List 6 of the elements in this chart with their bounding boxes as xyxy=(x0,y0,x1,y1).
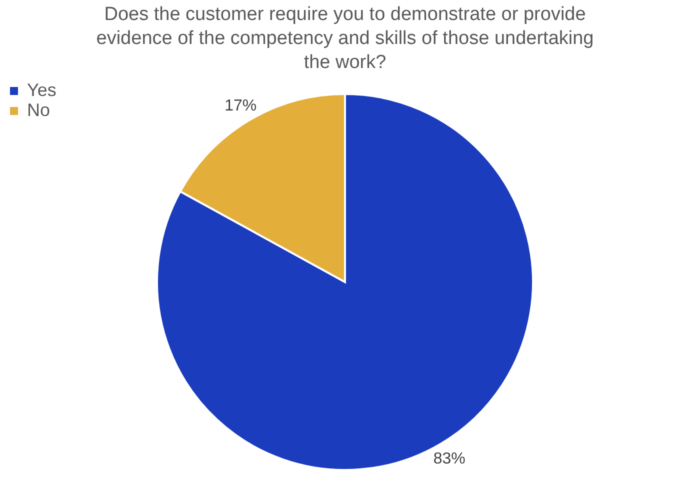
chart-title: Does the customer require you to demonstrate or provide evidence of the competency and skills of those undertaking the work? xyxy=(96,4,594,73)
data-label: 83% xyxy=(433,450,466,468)
legend-label: Yes xyxy=(27,80,56,100)
data-label: 17% xyxy=(224,98,257,115)
legend-label: No xyxy=(27,100,50,120)
pie-slice xyxy=(156,93,534,471)
